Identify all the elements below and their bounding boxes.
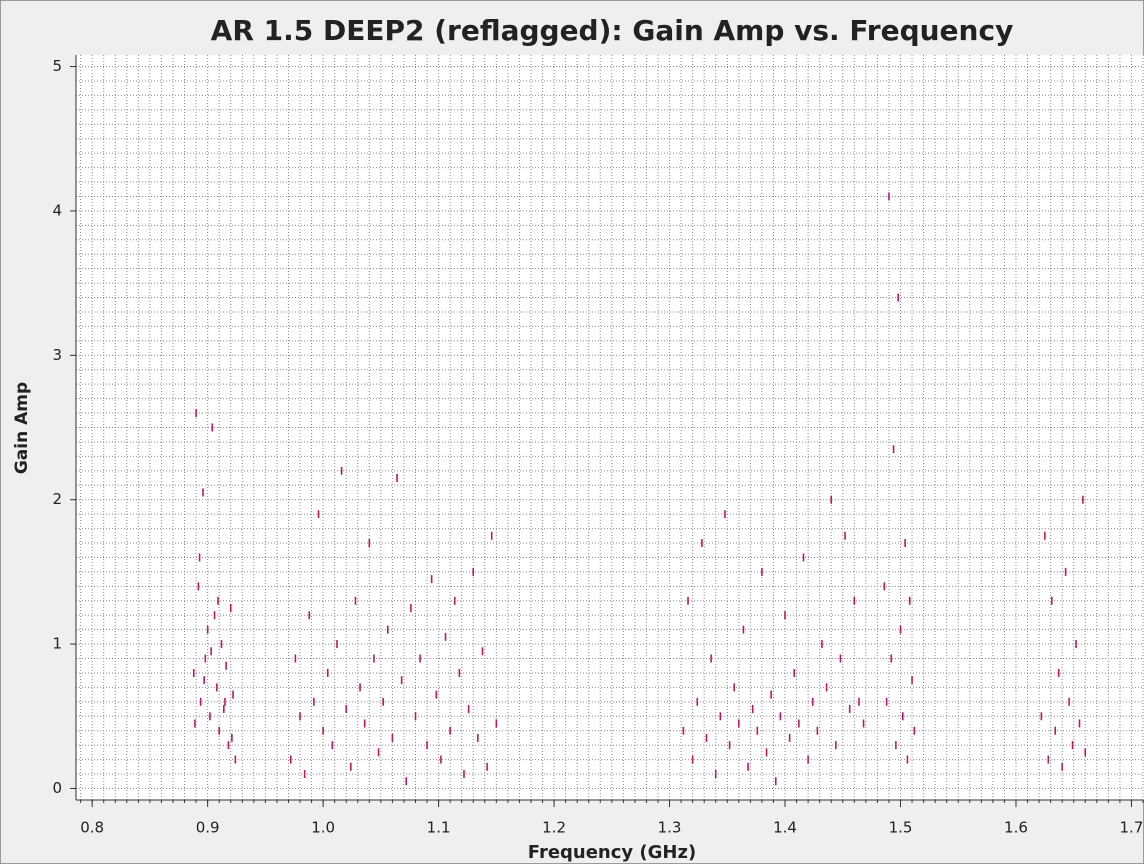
points [192, 192, 1087, 786]
x-tick-label: 0.9 [196, 819, 220, 837]
chart-title: AR 1.5 DEEP2 (reflagged): Gain Amp vs. F… [211, 14, 1014, 47]
x-tick-label: 1.4 [773, 819, 797, 837]
x-axis-label: Frequency (GHz) [528, 842, 696, 863]
y-tick-label: 4 [52, 201, 62, 219]
y-tick-label: 1 [52, 635, 62, 653]
x-tick-label: 1.5 [889, 819, 913, 837]
y-axis-label: Gain Amp [12, 382, 32, 474]
x-tick-label: 1.1 [427, 819, 451, 837]
x-tick-label: 1.0 [311, 819, 335, 837]
x-tick-label: 1.6 [1004, 819, 1028, 837]
y-tick-label: 2 [52, 490, 62, 508]
x-tick-label: 1.3 [658, 819, 682, 837]
grid [76, 55, 1144, 800]
y-tick-label: 0 [52, 779, 62, 797]
y-tick-label: 3 [52, 346, 62, 364]
x-tick-label: 1.2 [542, 819, 566, 837]
y-tick-label: 5 [52, 57, 62, 75]
x-tick-label: 1.7 [1120, 819, 1144, 837]
x-tick-label: 0.8 [80, 819, 104, 837]
